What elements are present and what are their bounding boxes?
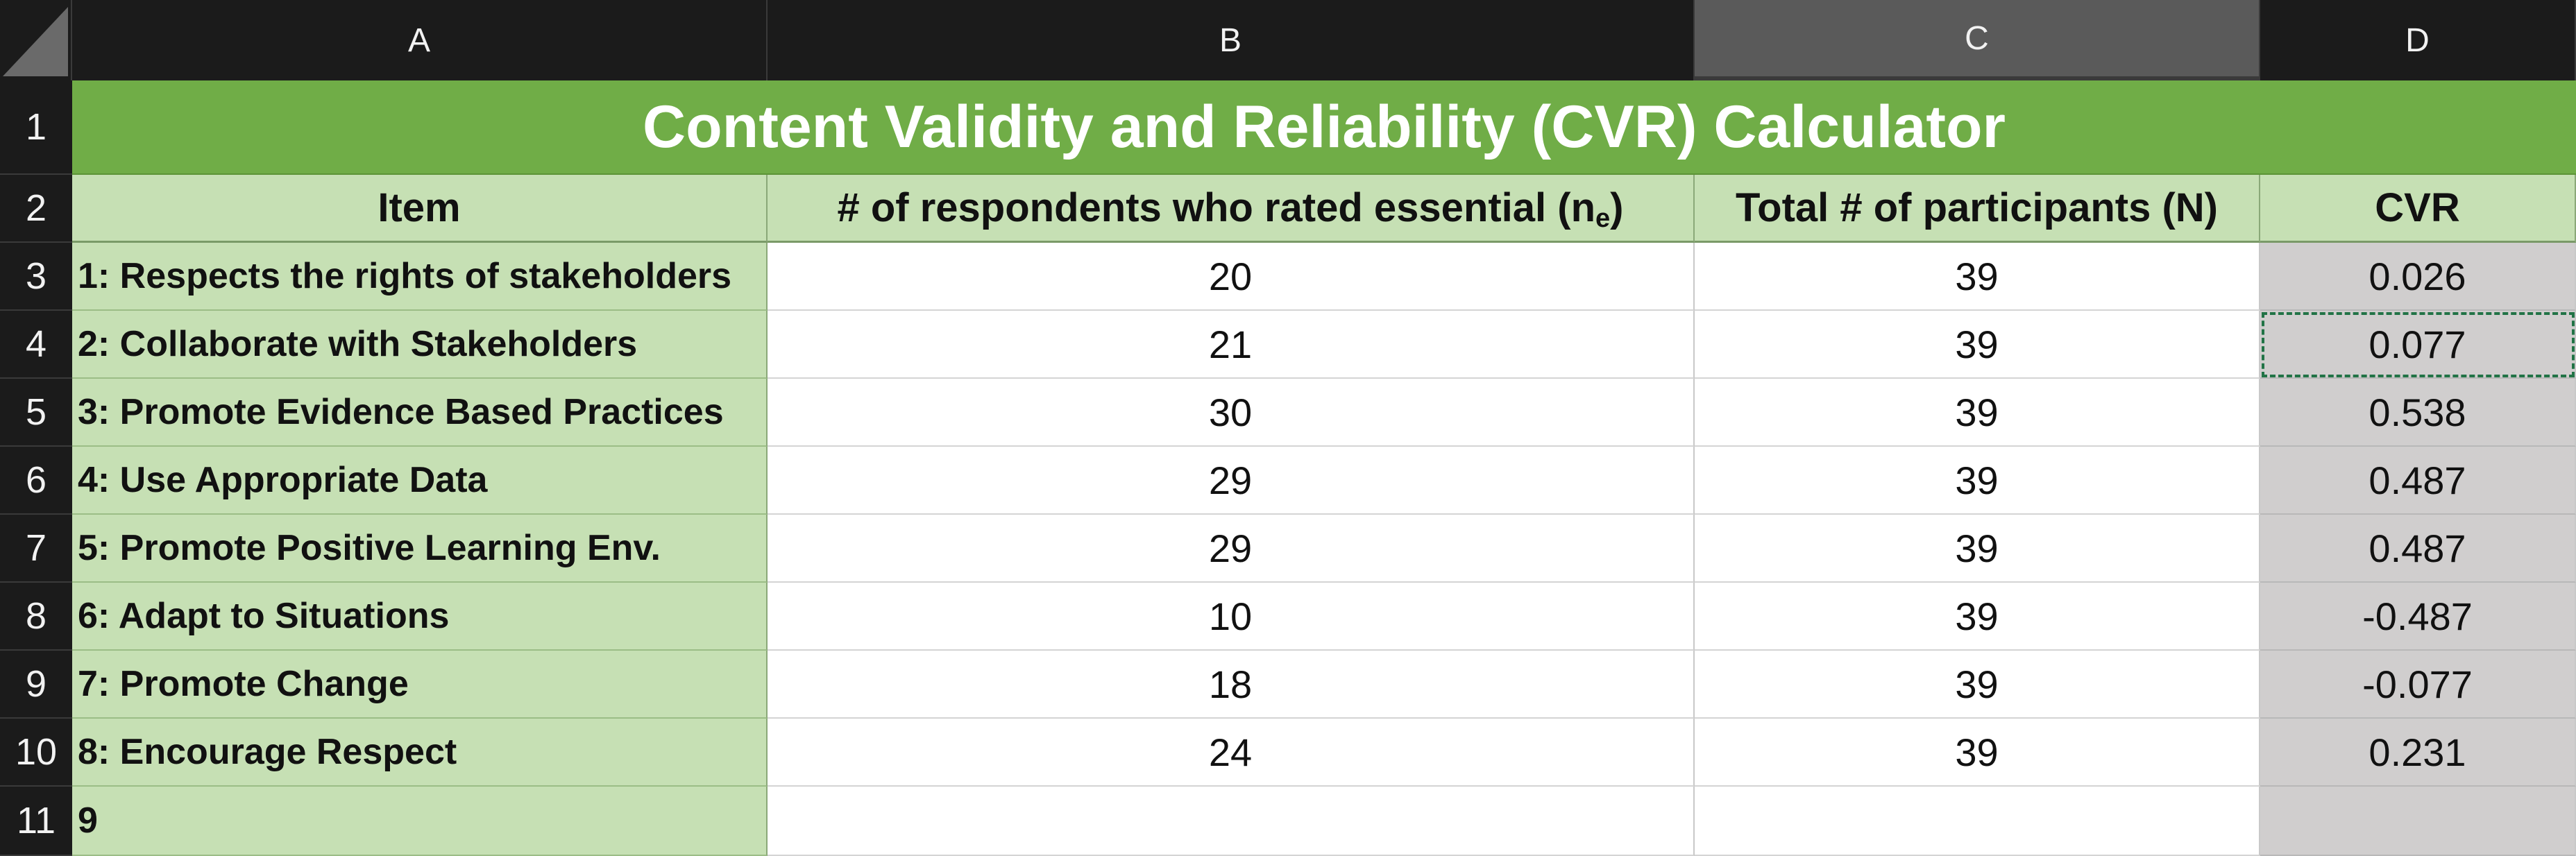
item-cell[interactable]: 1: Respects the rights of stakeholders <box>72 243 768 311</box>
row-header-6[interactable]: 6 <box>0 447 72 515</box>
participants-cell[interactable]: 39 <box>1695 651 2260 719</box>
row-header-4[interactable]: 4 <box>0 311 72 379</box>
cvr-cell[interactable]: 0.487 <box>2260 515 2576 583</box>
cvr-cell[interactable]: 0.026 <box>2260 243 2576 311</box>
participants-cell[interactable]: 39 <box>1695 243 2260 311</box>
header-participants[interactable]: Total # of participants (N) <box>1695 175 2260 243</box>
essential-cell[interactable]: 24 <box>768 719 1695 787</box>
item-cell[interactable]: 3: Promote Evidence Based Practices <box>72 379 768 447</box>
participants-cell[interactable]: 39 <box>1695 719 2260 787</box>
column-header-bar: A B C D <box>0 0 2576 80</box>
header-essential-subscript: e <box>1595 204 1611 233</box>
row-header-1[interactable]: 1 <box>0 80 72 175</box>
item-cell[interactable]: 9 <box>72 787 768 856</box>
participants-cell[interactable] <box>1695 787 2260 856</box>
essential-cell[interactable]: 30 <box>768 379 1695 447</box>
row-header-11[interactable]: 11 <box>0 787 72 856</box>
cvr-cell[interactable] <box>2260 787 2576 856</box>
essential-cell[interactable]: 10 <box>768 583 1695 651</box>
essential-cell[interactable] <box>768 787 1695 856</box>
row-header-3[interactable]: 3 <box>0 243 72 311</box>
column-header-d[interactable]: D <box>2260 0 2576 80</box>
row-header-10[interactable]: 10 <box>0 719 72 787</box>
cvr-cell[interactable]: -0.077 <box>2260 651 2576 719</box>
participants-cell[interactable]: 39 <box>1695 447 2260 515</box>
cvr-cell[interactable]: 0.231 <box>2260 719 2576 787</box>
essential-cell[interactable]: 29 <box>768 515 1695 583</box>
cvr-cell[interactable]: -0.487 <box>2260 583 2576 651</box>
row-header-8[interactable]: 8 <box>0 583 72 651</box>
cvr-cell[interactable]: 0.487 <box>2260 447 2576 515</box>
header-essential-text: # of respondents who rated essential (n <box>837 185 1596 230</box>
column-header-c[interactable]: C <box>1695 0 2260 80</box>
participants-cell[interactable]: 39 <box>1695 515 2260 583</box>
item-cell[interactable]: 5: Promote Positive Learning Env. <box>72 515 768 583</box>
cvr-cell-selected[interactable]: 0.077 <box>2260 311 2576 379</box>
column-header-a[interactable]: A <box>72 0 768 80</box>
select-all-triangle-icon <box>3 7 68 76</box>
essential-cell[interactable]: 21 <box>768 311 1695 379</box>
essential-cell[interactable]: 20 <box>768 243 1695 311</box>
item-cell[interactable]: 7: Promote Change <box>72 651 768 719</box>
item-cell[interactable]: 2: Collaborate with Stakeholders <box>72 311 768 379</box>
row-header-2[interactable]: 2 <box>0 175 72 243</box>
column-header-b[interactable]: B <box>768 0 1695 80</box>
participants-cell[interactable]: 39 <box>1695 379 2260 447</box>
item-cell[interactable]: 6: Adapt to Situations <box>72 583 768 651</box>
select-all-corner[interactable] <box>0 0 72 80</box>
row-header-9[interactable]: 9 <box>0 651 72 719</box>
essential-cell[interactable]: 29 <box>768 447 1695 515</box>
cvr-cell[interactable]: 0.538 <box>2260 379 2576 447</box>
essential-cell[interactable]: 18 <box>768 651 1695 719</box>
header-essential[interactable]: # of respondents who rated essential (n e… <box>768 175 1695 243</box>
header-item[interactable]: Item <box>72 175 768 243</box>
item-cell[interactable]: 8: Encourage Respect <box>72 719 768 787</box>
participants-cell[interactable]: 39 <box>1695 311 2260 379</box>
row-header-5[interactable]: 5 <box>0 379 72 447</box>
header-cvr[interactable]: CVR <box>2260 175 2576 243</box>
row-header-7[interactable]: 7 <box>0 515 72 583</box>
item-cell[interactable]: 4: Use Appropriate Data <box>72 447 768 515</box>
title-cell[interactable]: Content Validity and Reliability (CVR) C… <box>72 80 2576 175</box>
header-essential-close: ) <box>1610 185 1624 230</box>
participants-cell[interactable]: 39 <box>1695 583 2260 651</box>
